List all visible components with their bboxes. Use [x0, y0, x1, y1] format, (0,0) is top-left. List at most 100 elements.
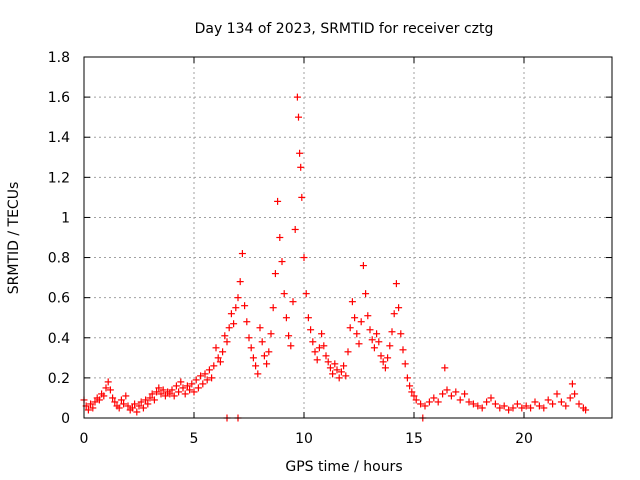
- data-point: [318, 330, 326, 338]
- data-point: [179, 384, 187, 392]
- data-point: [102, 384, 110, 392]
- data-point: [315, 344, 323, 352]
- data-point: [326, 364, 334, 372]
- data-point: [144, 400, 152, 408]
- data-point: [307, 326, 315, 334]
- x-tick-label: 5: [190, 431, 199, 447]
- y-tick-label: 0.4: [48, 331, 70, 347]
- data-point: [205, 366, 213, 374]
- data-point: [243, 318, 251, 326]
- data-point: [296, 149, 304, 157]
- data-point: [197, 372, 205, 380]
- data-point: [212, 344, 220, 352]
- data-point: [491, 400, 499, 408]
- data-point: [234, 294, 242, 302]
- data-point: [302, 290, 310, 298]
- data-point: [232, 304, 240, 312]
- plot-frame: [83, 56, 613, 419]
- data-point: [137, 398, 145, 406]
- data-point: [84, 406, 92, 414]
- x-tick-label: 20: [515, 431, 533, 447]
- data-point: [513, 400, 521, 408]
- data-point: [192, 376, 200, 384]
- data-point: [203, 376, 211, 384]
- data-point: [276, 234, 284, 241]
- data-point: [527, 404, 535, 412]
- data-point: [575, 400, 583, 408]
- data-point: [309, 338, 317, 346]
- data-point: [252, 362, 260, 370]
- data-point: [335, 374, 343, 382]
- data-point: [225, 324, 233, 332]
- data-point: [461, 390, 469, 398]
- data-point: [496, 404, 504, 412]
- data-point: [410, 392, 418, 400]
- data-point: [412, 396, 420, 404]
- data-point: [322, 352, 330, 360]
- data-point: [331, 360, 339, 368]
- data-point: [172, 382, 180, 390]
- data-point: [142, 396, 150, 404]
- data-point: [381, 364, 389, 372]
- data-point: [221, 332, 229, 340]
- data-point: [487, 394, 495, 402]
- data-point: [370, 344, 378, 352]
- data-point: [549, 400, 557, 408]
- data-point: [159, 386, 167, 394]
- data-point: [124, 402, 132, 410]
- y-tick-label: 1.8: [48, 50, 70, 66]
- data-point: [366, 326, 374, 334]
- data-point: [150, 396, 158, 404]
- data-point: [128, 404, 136, 412]
- data-point: [553, 390, 561, 398]
- data-point: [177, 378, 185, 386]
- data-point: [245, 334, 253, 342]
- data-point: [109, 394, 117, 402]
- data-point: [166, 390, 174, 398]
- data-point: [168, 386, 176, 394]
- chart-title: Day 134 of 2023, SRMTID for receiver czt…: [195, 21, 494, 37]
- data-point: [201, 370, 209, 378]
- data-point: [469, 400, 477, 408]
- data-point: [346, 324, 354, 332]
- data-point: [313, 356, 321, 364]
- data-point: [115, 404, 123, 412]
- data-point: [500, 402, 508, 410]
- data-point: [379, 358, 387, 366]
- data-points-layer: [80, 93, 590, 422]
- data-point: [421, 402, 429, 410]
- data-point: [368, 336, 376, 344]
- data-point: [219, 348, 227, 356]
- data-point: [340, 362, 348, 370]
- data-point: [568, 380, 576, 388]
- data-point: [320, 342, 328, 350]
- data-point: [285, 332, 293, 340]
- data-point: [362, 290, 370, 298]
- data-point: [287, 342, 295, 350]
- data-point: [425, 398, 433, 406]
- data-point: [311, 348, 319, 356]
- data-point: [344, 348, 352, 356]
- data-point: [175, 388, 183, 396]
- data-point: [562, 402, 570, 410]
- data-point: [557, 398, 565, 406]
- data-point: [210, 362, 218, 370]
- y-tick-label: 1.2: [48, 170, 70, 186]
- data-point: [478, 404, 486, 412]
- data-point: [384, 354, 392, 362]
- data-point: [364, 312, 372, 320]
- data-point: [139, 404, 147, 412]
- data-point: [269, 304, 277, 312]
- data-point: [120, 400, 128, 408]
- data-point: [544, 396, 552, 404]
- data-point: [188, 380, 196, 388]
- data-point: [348, 298, 356, 306]
- data-point: [540, 404, 548, 412]
- data-point: [133, 408, 141, 416]
- data-point: [227, 310, 235, 318]
- data-point: [258, 338, 266, 346]
- data-point: [236, 278, 244, 286]
- data-point: [474, 402, 482, 410]
- y-tick-label: 0.2: [48, 371, 70, 387]
- data-point: [430, 394, 438, 402]
